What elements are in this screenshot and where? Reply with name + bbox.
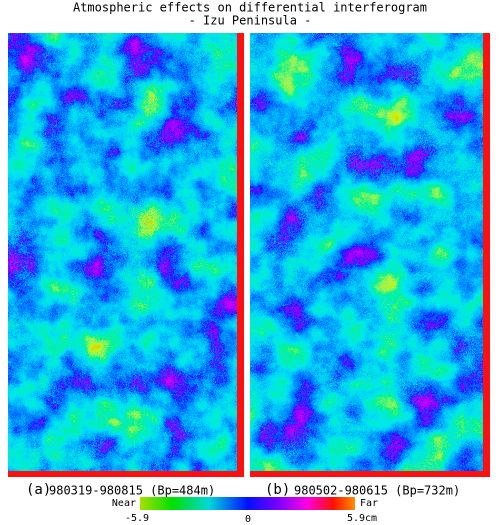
panel-label: (b): [265, 482, 290, 498]
panel-b-image: [250, 33, 483, 471]
panel-a-image: [8, 33, 237, 471]
panel-caption: 980502-980615 (Bp=732m): [294, 484, 460, 498]
colorbar-right-label: Far: [360, 498, 378, 509]
colorbar-max: 5.9cm: [347, 513, 377, 524]
colorbar-left-label: Near: [112, 498, 136, 509]
panel-caption: 980319-980815 (Bp=484m): [49, 484, 215, 498]
colorbar-mid: 0: [245, 514, 251, 525]
colorbar: [140, 497, 355, 510]
subtitle: - Izu Peninsula -: [189, 14, 312, 28]
title: Atmospheric effects on differential inte…: [73, 1, 427, 15]
colorbar-min: -5.9: [125, 513, 149, 524]
panel-label: (a): [26, 482, 51, 498]
